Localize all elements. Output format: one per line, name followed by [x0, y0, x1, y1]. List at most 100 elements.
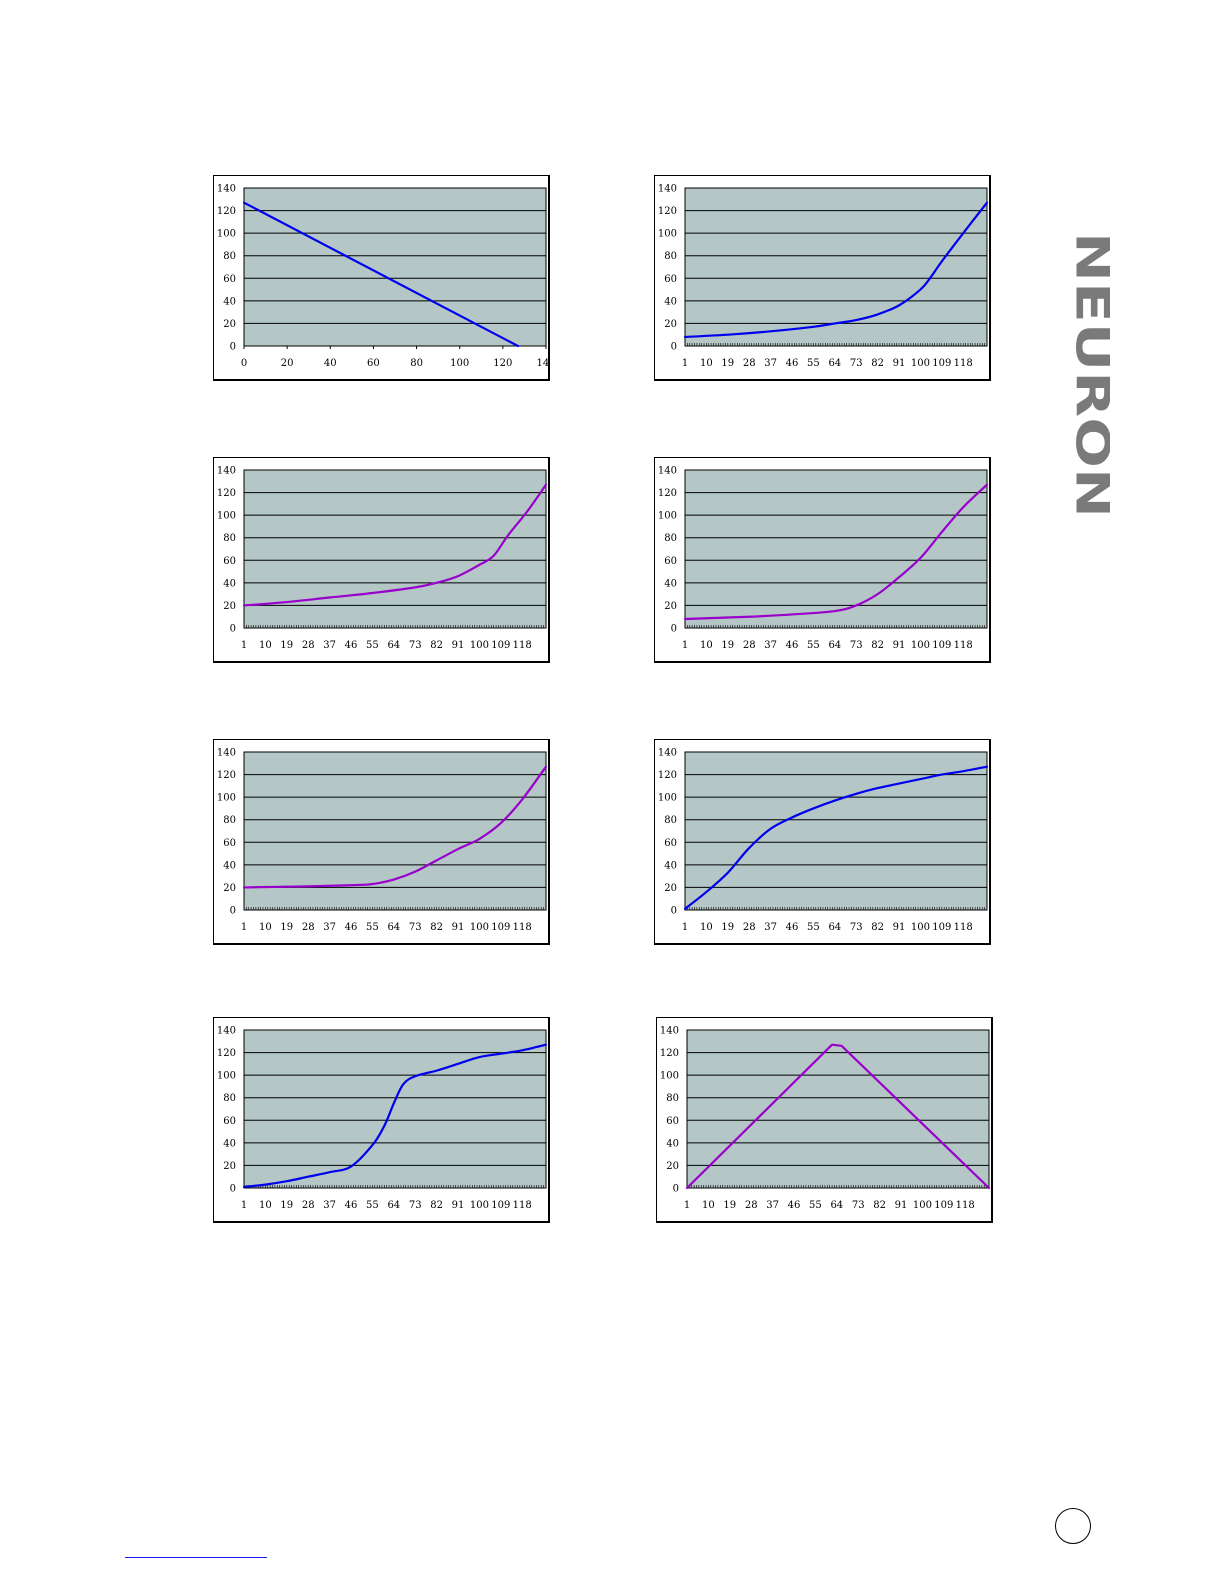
x-tick-label: 37 [323, 640, 336, 651]
x-tick-label: 82 [871, 640, 884, 651]
y-tick-label: 140 [658, 184, 677, 195]
x-tick-label: 55 [809, 1200, 822, 1211]
x-tick-label: 28 [302, 640, 315, 651]
y-tick-label: 100 [660, 1071, 679, 1082]
y-tick-label: 60 [664, 838, 677, 849]
brand-logo-text: NEURON [1068, 232, 1110, 518]
x-tick-label: 118 [513, 640, 532, 651]
x-tick-label: 10 [700, 358, 713, 369]
x-tick-label: 82 [871, 358, 884, 369]
x-minor-ticks [243, 907, 547, 910]
x-tick-label: 100 [911, 358, 930, 369]
y-tick-label: 40 [666, 1138, 679, 1149]
chart-8: 0 20 40 60 80 100 120 140 1 10 19 28 37 46 55 64 73 82 91 1… [656, 1017, 993, 1223]
chart-5: 0 20 40 60 80 100 120 140 1 10 19 28 37 46 55 64 73 82 91 1… [213, 739, 550, 945]
x-minor-ticks [684, 343, 988, 346]
y-tick-label: 40 [664, 296, 677, 307]
y-tick-label: 20 [664, 601, 677, 612]
x-tick-label: 46 [786, 640, 799, 651]
x-tick-label: 109 [932, 640, 951, 651]
x-tick-label: 46 [786, 922, 799, 933]
y-tick-label: 140 [217, 466, 236, 477]
chart-svg: 0 20 40 60 80 100 120 140 1 10 19 28 37 46 55 64 73 82 91 1… [217, 748, 548, 933]
x-tick-label: 109 [932, 922, 951, 933]
x-tick-label: 100 [470, 640, 489, 651]
y-tick-label: 100 [217, 1071, 236, 1082]
x-tick-label: 82 [430, 1200, 443, 1211]
y-tick-label: 120 [217, 1048, 236, 1059]
plot-area [686, 1029, 990, 1189]
y-tick-label: 120 [658, 488, 677, 499]
x-tick-label: 28 [302, 922, 315, 933]
y-tick-label: 140 [658, 466, 677, 477]
x-tick-label: 64 [828, 640, 841, 651]
x-tick-label: 55 [807, 640, 820, 651]
y-tick-label: 40 [223, 860, 236, 871]
y-tick-label: 80 [223, 1093, 236, 1104]
x-tick-label: 140 [536, 358, 549, 369]
x-tick-label: 1 [682, 922, 688, 933]
y-tick-label: 100 [658, 229, 677, 240]
y-tick-label: 80 [664, 815, 677, 826]
y-tick-label: 80 [664, 533, 677, 544]
y-tick-label: 120 [217, 488, 236, 499]
y-tick-label: 80 [223, 533, 236, 544]
x-tick-label: 64 [387, 922, 400, 933]
x-tick-label: 19 [721, 358, 734, 369]
x-tick-label: 10 [700, 640, 713, 651]
y-tick-label: 120 [217, 770, 236, 781]
x-tick-label: 55 [807, 358, 820, 369]
chart-3: 0 20 40 60 80 100 120 140 1 10 19 28 37 46 55 64 73 82 91 1… [213, 457, 550, 663]
x-tick-label: 109 [932, 358, 951, 369]
y-tick-label: 0 [230, 624, 236, 635]
plot-area [243, 751, 547, 911]
y-tick-label: 100 [217, 511, 236, 522]
x-tick-label: 19 [280, 1200, 293, 1211]
y-tick-label: 60 [223, 274, 236, 285]
x-tick-label: 82 [873, 1200, 886, 1211]
x-tick-label: 118 [513, 922, 532, 933]
x-tick-label: 46 [345, 640, 358, 651]
y-tick-label: 120 [658, 770, 677, 781]
series-line [242, 483, 548, 607]
x-tick-label: 91 [452, 640, 465, 651]
y-tick-label: 0 [671, 624, 677, 635]
x-tick-label: 64 [828, 922, 841, 933]
x-tick-label: 120 [493, 358, 512, 369]
x-tick-label: 1 [241, 640, 247, 651]
x-tick-label: 10 [702, 1200, 715, 1211]
chart-svg: 0 20 40 60 80 100 120 140 1 10 19 28 37 46 55 64 73 82 91 1… [658, 748, 989, 933]
x-tick-label: 60 [367, 358, 380, 369]
y-tick-label: 20 [223, 1161, 236, 1172]
chart-6: 0 20 40 60 80 100 120 140 1 10 19 28 37 46 55 64 73 82 91 1… [654, 739, 991, 945]
x-tick-label: 19 [721, 922, 734, 933]
y-tick-label: 140 [217, 184, 236, 195]
y-tick-label: 120 [658, 206, 677, 217]
x-tick-label: 73 [409, 1200, 422, 1211]
x-tick-label: 64 [830, 1200, 843, 1211]
x-tick-label: 1 [241, 922, 247, 933]
y-tick-label: 40 [664, 578, 677, 589]
y-tick-label: 120 [217, 206, 236, 217]
chart-svg: 0 20 40 60 80 100 120 140 1 10 19 28 37 46 55 64 73 82 91 1… [217, 466, 548, 651]
x-tick-label: 100 [911, 922, 930, 933]
y-tick-label: 0 [671, 906, 677, 917]
y-tick-label: 60 [664, 274, 677, 285]
series-line [683, 483, 989, 621]
x-tick-label: 91 [452, 922, 465, 933]
y-tick-label: 120 [660, 1048, 679, 1059]
x-tick-label: 37 [764, 358, 777, 369]
y-tick-label: 0 [230, 342, 236, 353]
x-tick-label: 46 [345, 922, 358, 933]
y-tick-label: 40 [223, 578, 236, 589]
chart-1: 0 20 40 60 80 100 120 140 0 20 40 60 80 100 120 140 [213, 175, 550, 381]
y-tick-label: 20 [223, 319, 236, 330]
x-tick-label: 40 [324, 358, 337, 369]
x-tick-label: 28 [743, 358, 756, 369]
y-tick-label: 40 [223, 1138, 236, 1149]
x-tick-label: 100 [913, 1200, 932, 1211]
series-line [242, 1043, 548, 1188]
x-tick-label: 91 [893, 358, 906, 369]
x-tick-label: 82 [871, 922, 884, 933]
plot-area [243, 469, 547, 629]
